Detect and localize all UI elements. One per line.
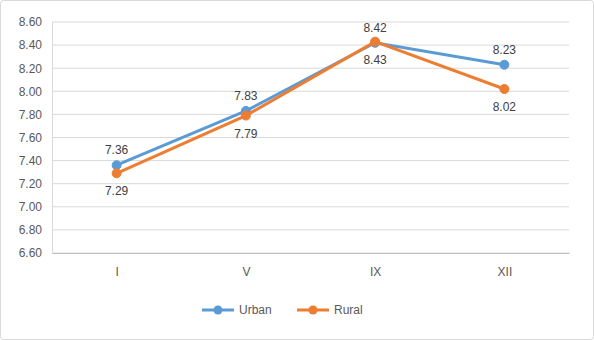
data-label: 8.43 [363,53,387,67]
y-tick-label: 8.00 [19,85,43,99]
data-label: 7.83 [234,89,258,103]
series-marker [241,111,250,120]
y-tick: 7.80 [19,108,52,122]
data-label: 7.79 [234,127,258,141]
y-tick: 7.00 [19,200,52,214]
x-tick: I [115,265,118,279]
data-label: 8.02 [493,100,517,114]
series-marker [112,169,121,178]
legend-marker [309,306,318,315]
y-axis-line [52,23,53,254]
grid-line [52,91,569,92]
y-tick: 7.20 [19,177,52,191]
y-tick: 7.60 [19,131,52,145]
legend-marker [214,306,223,315]
x-axis-line [53,253,570,254]
grid-line [52,253,569,254]
series-marker [500,84,509,93]
y-axis: 6.60 6.80 7.00 7.20 7.40 7.60 7.80 8.00 8.20 8.40… [19,15,53,260]
series-line [117,42,505,174]
y-tick-label: 8.20 [19,62,43,76]
y-tick-label: 7.20 [19,177,43,191]
grid-line [52,206,569,207]
y-tick: 8.00 [19,85,52,99]
data-label: 7.29 [105,184,129,198]
y-tick-label: 8.40 [19,38,43,52]
chart-border [1,1,594,340]
grid-line [52,137,569,138]
legend-label: Urban [239,303,272,317]
y-tick: 8.60 [19,15,52,29]
x-tick-label: IX [370,265,381,279]
data-labels: 7.36 7.83 8.42 8.23 7.29 7.79 8.43 8.02 [105,21,516,199]
series-marker [371,37,380,46]
y-tick-label: 6.60 [19,246,43,260]
y-tick: 8.40 [19,38,52,52]
legend-item: Rural [297,303,363,317]
y-tick-label: 7.60 [19,131,43,145]
x-tick-label: I [115,265,118,279]
y-tick-label: 7.40 [19,154,43,168]
data-label: 7.36 [105,143,129,157]
grid-line [52,22,569,23]
y-tick: 8.20 [19,62,52,76]
grid [52,22,569,253]
y-tick: 6.80 [19,223,52,237]
y-tick-label: 6.80 [19,223,43,237]
x-axis: I V IX XII [53,254,570,279]
legend-item: Urban [202,303,272,317]
marks [112,37,509,178]
y-tick: 6.60 [19,246,52,260]
y-tick-label: 7.00 [19,200,43,214]
y-tick-label: 8.60 [19,15,43,29]
y-tick: 7.40 [19,154,52,168]
grid-line [52,68,569,69]
legend-label: Rural [334,303,363,317]
plot: 6.60 6.80 7.00 7.20 7.40 7.60 7.80 8.00 8.20 8.40… [19,15,570,278]
grid-line [52,114,569,115]
grid-line [52,45,569,46]
x-tick: XII [498,265,513,279]
data-label: 8.23 [493,43,517,57]
legend: Urban Rural [202,303,363,317]
x-tick-label: V [242,265,250,279]
y-tick-label: 7.80 [19,108,43,122]
x-tick: IX [370,265,381,279]
grid-line [52,183,569,184]
x-tick: V [242,265,250,279]
series-marker [500,60,509,69]
data-label: 8.42 [363,21,387,35]
grid-line [52,229,569,230]
x-tick-label: XII [498,265,513,279]
chart: 6.60 6.80 7.00 7.20 7.40 7.60 7.80 8.00 8.20 8.40… [0,0,594,340]
